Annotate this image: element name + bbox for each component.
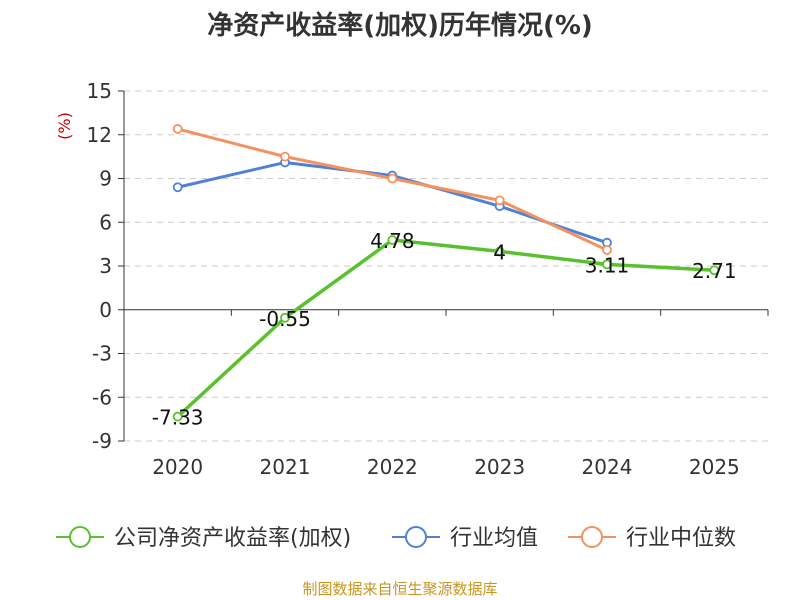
data-point — [172, 411, 183, 422]
y-tick-label: 3 — [99, 254, 112, 278]
x-tick-label: 2021 — [260, 455, 311, 479]
data-point — [387, 235, 398, 245]
x-tick-label: 2020 — [152, 455, 203, 479]
x-tick-label: 2022 — [367, 455, 418, 479]
legend-marker — [405, 526, 427, 548]
data-label: -0.55 — [259, 307, 311, 331]
y-tick-label: -6 — [92, 385, 112, 409]
data-label: 4 — [493, 240, 506, 264]
legend-marker — [69, 526, 91, 548]
y-tick-label: -3 — [92, 342, 112, 366]
y-tick-label: 12 — [87, 123, 112, 147]
data-label: 4.78 — [370, 229, 415, 253]
x-tick-labels: 2020 2021 2022 2023 2024 2025 — [152, 455, 740, 479]
legend-label: 行业均值 — [450, 526, 538, 551]
y-tick-label: -9 — [92, 429, 112, 453]
data-labels: -7.33 -0.55 4.78 4 3.11 2.71 — [152, 229, 737, 430]
y-axis-label: (%) — [55, 112, 74, 140]
y-tick-label: 9 — [99, 167, 112, 191]
x-tick-label: 2024 — [582, 455, 633, 479]
series-group — [172, 124, 720, 422]
data-point — [280, 312, 290, 323]
x-tick-label: 2025 — [689, 455, 740, 479]
data-label: -7.33 — [152, 406, 204, 430]
series-line — [176, 238, 715, 418]
source-note: 制图数据来自恒生聚源数据库 — [302, 580, 497, 598]
y-tick-labels: 15 12 9 6 3 0 -3 -6 -9 — [87, 79, 112, 453]
chart-title: 净资产收益率(加权)历年情况(%) — [207, 10, 593, 41]
legend-marker — [581, 526, 603, 548]
data-point — [709, 265, 720, 276]
y-tick-label: 0 — [99, 298, 112, 322]
x-tick-label: 2023 — [474, 455, 525, 479]
legend-label: 行业中位数 — [626, 526, 736, 551]
grid — [124, 90, 768, 442]
data-point — [387, 173, 398, 184]
data-point — [172, 124, 183, 134]
data-label: 3.11 — [585, 253, 630, 277]
y-tick-label: 15 — [87, 79, 112, 103]
data-point — [494, 246, 505, 257]
data-point — [494, 195, 505, 206]
data-label: 2.71 — [692, 259, 737, 283]
y-tick-label: 6 — [99, 210, 112, 234]
data-point — [280, 151, 290, 162]
data-point — [602, 259, 612, 270]
axes — [118, 90, 769, 442]
data-point — [602, 245, 612, 255]
data-point — [172, 182, 183, 193]
legend: 公司净资产收益率(加权) 行业均值 行业中位数 — [56, 526, 736, 551]
legend-label: 公司净资产收益率(加权) — [114, 526, 351, 551]
